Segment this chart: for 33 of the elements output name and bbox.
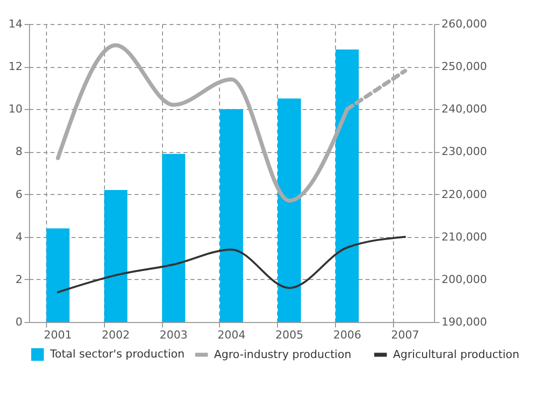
y-tick-label: 0 [16,316,22,328]
bar [162,154,186,322]
y2-tick-label: 260,000 [442,18,487,30]
bar [46,228,70,322]
bar [220,109,244,322]
x-tick-label: 2003 [160,328,188,342]
y2-tick-label: 240,000 [442,102,487,116]
legend-label: Agricultural production [393,348,520,361]
y2-tick-label: 250,000 [442,60,487,74]
y-tick-label: 10 [8,102,22,116]
bar [278,98,301,322]
legend-label: Total sector's production [49,348,185,360]
x-tick-label: 2002 [102,328,130,342]
y2-tick-label: 220,000 [442,188,487,201]
y-tick-label: 6 [16,188,22,201]
y-tick-label: 8 [16,145,22,158]
x-tick-label: 2005 [275,328,304,342]
bar [336,50,359,322]
y-tick-label: 12 [8,60,22,74]
y2-tick-label: 200,000 [442,272,487,286]
x-tick-label: 2001 [44,328,72,342]
y-tick-label: 4 [16,230,22,244]
legend-label: Agro-industry production [214,348,352,361]
x-tick-label: 2007 [391,328,420,342]
x-tick-label: 2006 [333,328,362,342]
y2-tick-label: 210,000 [442,230,487,244]
y2-tick-label: 230,000 [442,145,487,158]
x-tick-label: 2004 [218,328,246,342]
bar [104,190,128,322]
y-tick-label: 14 [8,18,22,30]
y2-tick-label: 190,000 [442,316,487,328]
line-series [56,236,406,294]
y-tick-label: 2 [16,272,22,286]
